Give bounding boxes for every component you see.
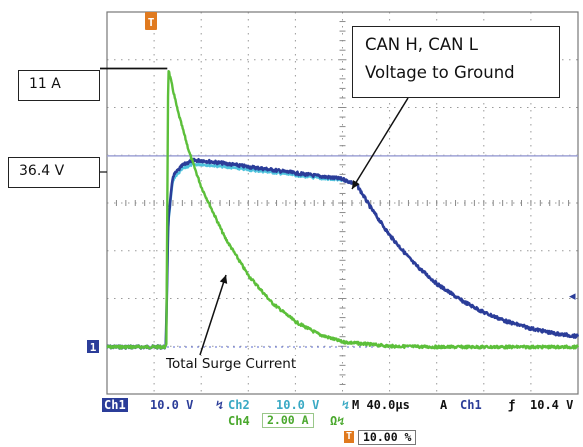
- ch1-tag: Ch1: [102, 398, 128, 412]
- ch2-tag: Ch2: [228, 398, 250, 412]
- reference-lines: [107, 155, 578, 348]
- ch4-coupling-icon: Ω↯: [330, 414, 345, 428]
- callout-leaders: [100, 67, 409, 356]
- ch4-scale: 2.00 A: [262, 413, 314, 428]
- screen-markers: T 1 ◂: [87, 12, 576, 354]
- trigger-position-marker: T: [344, 431, 355, 443]
- surge-current-arrow-head: [219, 275, 228, 284]
- plot-frame: [106, 11, 579, 395]
- ground-marker-label: 1: [90, 341, 97, 354]
- ch2-coupling-icon: ↯: [342, 398, 350, 412]
- acq-mode: A: [440, 398, 448, 412]
- waveform-traces: [106, 70, 580, 350]
- ground-marker-icon: [87, 340, 99, 353]
- can-voltage-arrow-head: [352, 180, 360, 189]
- ch1-coupling-icon: ↯: [216, 398, 224, 412]
- ch1-scale: 10.0 V: [150, 398, 194, 412]
- can-voltage-callout: CAN H, CAN L Voltage to Ground: [352, 26, 560, 98]
- trigger-marker-label: T: [148, 16, 155, 29]
- timebase: M 40.0µs: [352, 398, 410, 412]
- surge-current-annotation: Total Surge Current: [164, 356, 299, 372]
- trigger-source: Ch1: [458, 398, 484, 412]
- peak-voltage-label: 36.4 V: [8, 157, 100, 188]
- peak-current-label: 11 A: [18, 70, 100, 101]
- can-callout-line1: CAN H, CAN L: [365, 35, 478, 54]
- ch2-scale: 10.0 V: [276, 398, 320, 412]
- trigger-position: 10.00 %: [358, 430, 417, 445]
- surge-current-arrow: [199, 274, 227, 356]
- can-voltage-arrow: [351, 97, 409, 190]
- trigger-slope-icon: ƒ: [508, 398, 516, 412]
- trigger-level: 10.4 V: [530, 398, 574, 412]
- trace-can-h: [106, 157, 580, 350]
- trace-surge-current: [106, 70, 579, 350]
- can-callout-line2: Voltage to Ground: [365, 63, 515, 82]
- trigger-marker-icon: [145, 12, 157, 30]
- right-level-marker: ◂: [569, 289, 576, 304]
- ch4-tag: Ch4: [228, 414, 250, 428]
